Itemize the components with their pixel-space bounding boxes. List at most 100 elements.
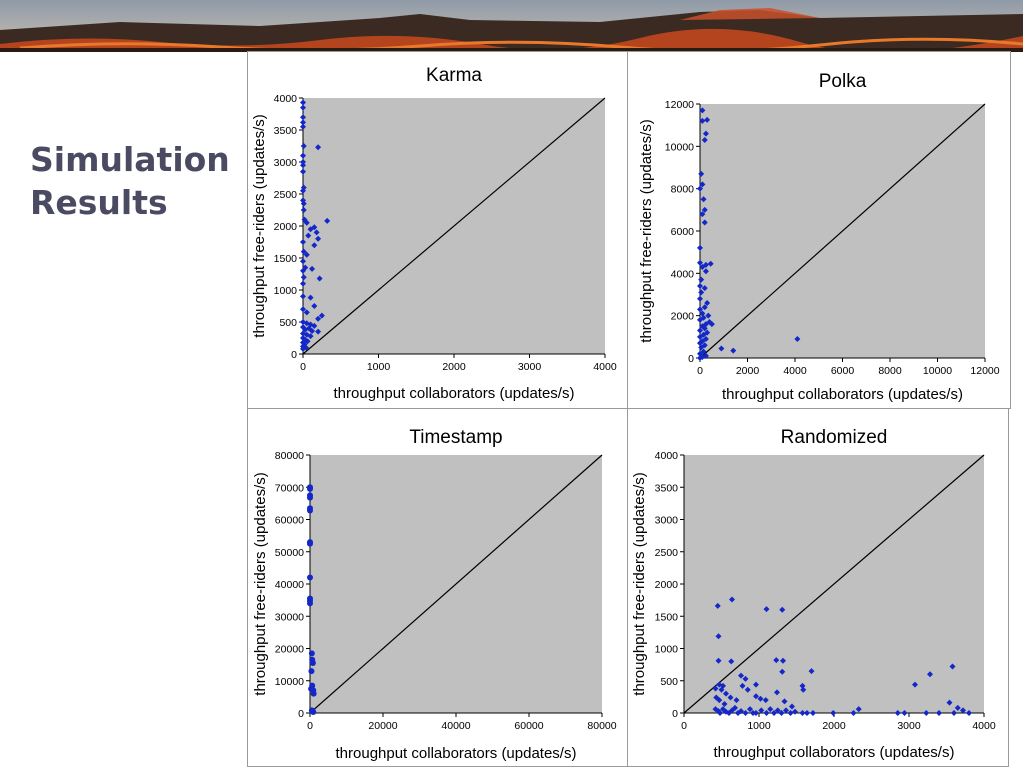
data-point [704, 116, 711, 123]
y-tick-label: 8000 [671, 184, 695, 196]
data-point [697, 355, 703, 361]
y-tick-label: 0 [672, 708, 678, 720]
data-point [699, 263, 706, 270]
data-point [781, 698, 788, 705]
chart-panel-polka: Polka 0 2000 4000 6000 8000 10000 12000 0 2000 400… [627, 51, 1011, 409]
y-tick-label: 40000 [275, 579, 304, 591]
chart-title: Randomized [781, 427, 888, 448]
data-point [763, 710, 770, 716]
data-point [721, 700, 728, 707]
data-point [708, 321, 715, 328]
data-point [758, 707, 765, 714]
data-point [763, 606, 770, 613]
data-point [303, 219, 310, 226]
data-point [698, 276, 705, 283]
y-tick-label: 60000 [275, 515, 304, 527]
data-point [300, 239, 306, 245]
data-point [300, 267, 306, 274]
data-point [794, 335, 801, 342]
data-point [307, 507, 313, 514]
data-point [300, 293, 306, 300]
data-point [720, 682, 726, 689]
x-tick-label: 4000 [593, 361, 617, 373]
data-point [701, 206, 708, 213]
data-point [830, 710, 837, 716]
data-point [300, 168, 306, 175]
data-point [779, 668, 786, 675]
data-point [307, 333, 314, 340]
data-point [792, 708, 798, 715]
data-point [300, 104, 306, 111]
data-point [717, 710, 723, 716]
data-point [318, 312, 325, 319]
x-tick-label: 0 [300, 361, 306, 373]
data-point [303, 251, 310, 258]
data-point [787, 710, 794, 716]
data-point [960, 707, 966, 714]
data-point [699, 107, 706, 114]
data-point [774, 707, 781, 714]
data-point [739, 682, 746, 689]
y-tick-label: 30000 [275, 611, 304, 623]
y-tick-label: 2500 [655, 547, 679, 559]
data-point [300, 159, 306, 165]
y-tick-label: 20000 [275, 644, 304, 656]
data-point [767, 706, 774, 713]
x-axis-label: throughput collaborators (updates/s) [714, 744, 955, 761]
data-point [316, 275, 323, 282]
data-point [697, 259, 703, 266]
y-tick-label: 0 [688, 353, 694, 365]
x-tick-label: 12000 [970, 365, 999, 377]
diagonal-reference-line [302, 97, 606, 355]
data-point [738, 672, 744, 679]
x-tick-label: 3000 [897, 720, 921, 732]
data-point [300, 280, 306, 287]
data-point [697, 244, 703, 251]
chart-panel-karma: Karma 0 1000 2000 3000 4000 0 500 1000 1500 2000 25… [247, 51, 628, 409]
data-point [804, 710, 810, 716]
data-point [311, 303, 318, 309]
data-point [697, 306, 703, 313]
data-point [733, 697, 740, 704]
data-point [300, 187, 306, 194]
data-point [799, 682, 806, 689]
data-point [713, 694, 720, 701]
data-point [783, 707, 789, 714]
data-point [311, 322, 318, 329]
data-point [704, 299, 711, 306]
y-tick-label: 3500 [274, 125, 298, 137]
data-point [753, 693, 759, 700]
y-axis-label: throughput free-riders (updates/s) [631, 472, 648, 695]
data-point [315, 315, 322, 322]
data-point [300, 345, 306, 352]
y-tick-label: 2000 [274, 221, 298, 233]
x-tick-label: 2000 [736, 365, 760, 377]
data-point [697, 340, 703, 347]
x-tick-label: 2000 [822, 720, 846, 732]
y-tick-label: 80000 [275, 450, 304, 462]
x-axis-label: throughput collaborators (updates/s) [334, 385, 575, 402]
data-point [303, 309, 310, 316]
data-point [698, 289, 705, 296]
x-tick-label: 2000 [442, 361, 466, 373]
slide-title-line-1: Simulation [30, 140, 230, 179]
data-point [705, 312, 712, 319]
x-tick-label: 40000 [441, 720, 470, 732]
data-point [697, 327, 703, 334]
volcano-banner-image [0, 0, 1023, 52]
data-point [728, 658, 735, 665]
y-tick-label: 50000 [275, 547, 304, 559]
data-point [742, 675, 749, 682]
data-point [723, 690, 729, 697]
y-tick-label: 12000 [665, 99, 694, 111]
y-tick-label: 2000 [655, 579, 679, 591]
data-point [701, 304, 708, 311]
data-point [300, 119, 306, 126]
data-point [310, 690, 317, 697]
x-tick-label: 1000 [747, 720, 771, 732]
diagonal-reference-line [309, 454, 603, 714]
data-point [701, 136, 708, 143]
y-tick-label: 500 [279, 317, 297, 329]
data-point [712, 685, 719, 692]
data-point [697, 333, 703, 340]
